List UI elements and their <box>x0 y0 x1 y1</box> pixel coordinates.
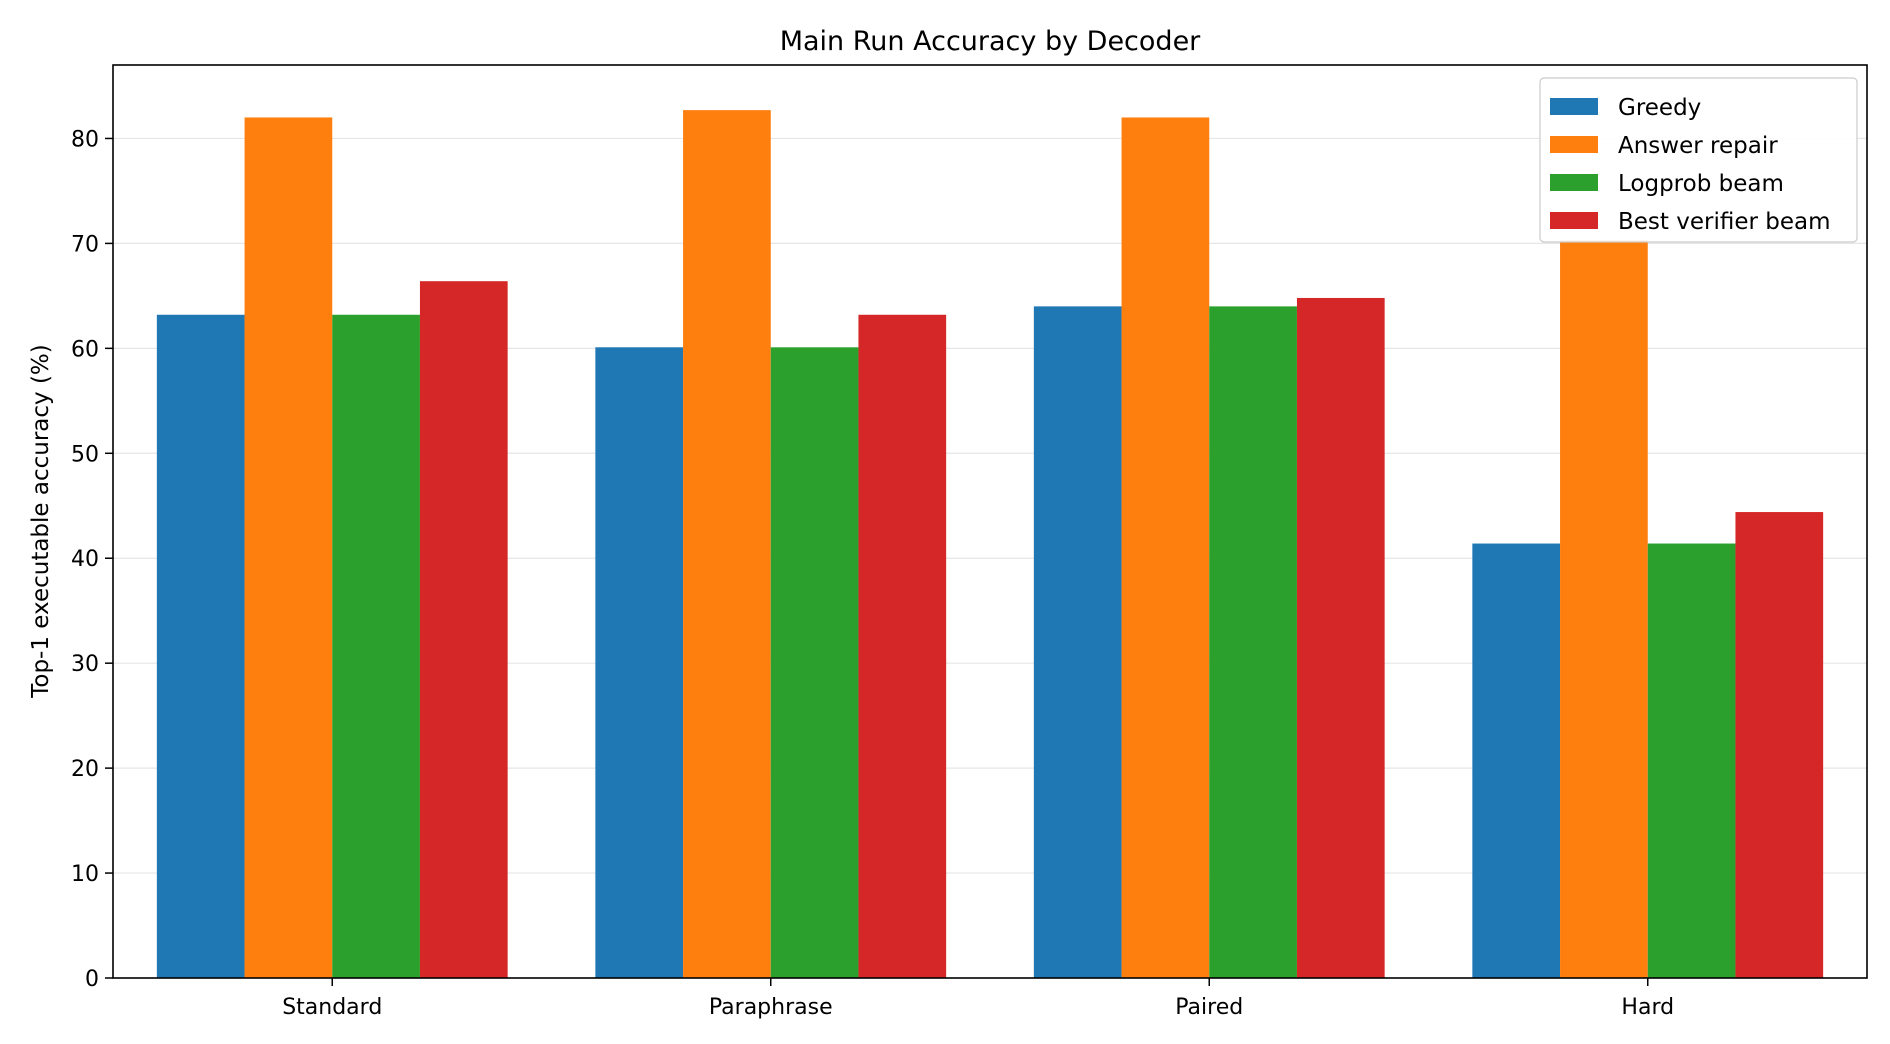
bar-greedy-hard <box>1472 543 1561 978</box>
y-tick-label: 0 <box>85 967 99 992</box>
y-tick-label: 70 <box>71 232 99 257</box>
bar-best-verifier-beam-hard <box>1735 512 1824 978</box>
bar-greedy-paraphrase <box>595 347 684 978</box>
y-tick-label: 10 <box>71 862 99 887</box>
legend-entry-greedy: Greedy <box>1618 95 1701 121</box>
x-tick-label: Standard <box>282 995 382 1020</box>
bar-logprob-beam-paraphrase <box>770 347 859 978</box>
y-axis-label: Top-1 executable accuracy (%) <box>28 344 54 699</box>
y-tick-label: 50 <box>71 442 99 467</box>
legend-swatch-answer-repair <box>1550 136 1598 153</box>
legend-box <box>1539 77 1858 243</box>
legend: Greedy Answer repair Logprob beam Best veri… <box>1539 77 1858 243</box>
x-tick-label: Hard <box>1621 995 1674 1020</box>
bar-answer-repair-paired <box>1121 117 1210 979</box>
y-tick-label: 80 <box>71 127 99 152</box>
bar-greedy-standard <box>156 314 245 979</box>
plot-frame <box>112 64 1868 979</box>
bar-logprob-beam-hard <box>1647 543 1736 978</box>
legend-swatch-best-verifier-beam <box>1550 212 1598 229</box>
legend-entry-best-verifier-beam: Best verifier beam <box>1618 209 1831 235</box>
legend-entry-logprob-beam: Logprob beam <box>1618 171 1784 197</box>
bar-greedy-paired <box>1033 306 1122 979</box>
bar-logprob-beam-paired <box>1209 306 1297 979</box>
y-tick-label: 30 <box>71 652 99 677</box>
legend-swatch-greedy <box>1550 98 1598 115</box>
bar-logprob-beam-standard <box>332 314 420 979</box>
bar-answer-repair-paraphrase <box>683 110 771 978</box>
legend-swatch-logprob-beam <box>1550 174 1598 191</box>
bar-answer-repair-hard <box>1560 240 1648 978</box>
bar-answer-repair-standard <box>244 117 333 979</box>
y-tick-label: 60 <box>71 337 99 362</box>
bars <box>156 110 1824 979</box>
legend-entry-answer-repair: Answer repair <box>1618 133 1778 159</box>
bar-best-verifier-beam-paraphrase <box>858 314 947 979</box>
y-tick-label: 40 <box>71 547 99 572</box>
bar-best-verifier-beam-standard <box>419 281 508 978</box>
y-tick-label: 20 <box>71 757 99 782</box>
y-axis: 0 10 20 30 40 50 60 70 80 <box>71 127 113 992</box>
bar-best-verifier-beam-paired <box>1296 297 1385 978</box>
chart-title: Main Run Accuracy by Decoder <box>780 26 1201 57</box>
x-axis: Standard Paraphrase Paired Hard <box>282 978 1674 1020</box>
x-tick-label: Paraphrase <box>709 995 833 1020</box>
x-tick-label: Paired <box>1175 995 1243 1020</box>
